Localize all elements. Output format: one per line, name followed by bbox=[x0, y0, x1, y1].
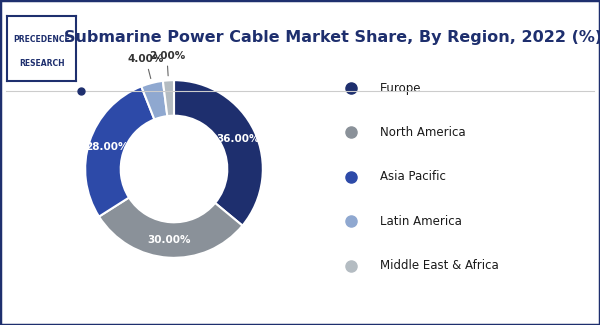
Text: Asia Pacific: Asia Pacific bbox=[380, 170, 446, 183]
Text: RESEARCH: RESEARCH bbox=[19, 58, 65, 68]
Wedge shape bbox=[163, 80, 174, 116]
Text: Submarine Power Cable Market Share, By Region, 2022 (%): Submarine Power Cable Market Share, By R… bbox=[64, 30, 600, 45]
Text: North America: North America bbox=[380, 126, 466, 139]
Wedge shape bbox=[99, 198, 242, 258]
Text: 2.00%: 2.00% bbox=[149, 50, 185, 76]
Text: 4.00%: 4.00% bbox=[128, 54, 164, 79]
Text: Latin America: Latin America bbox=[380, 214, 462, 227]
Wedge shape bbox=[141, 81, 167, 120]
Text: PRECEDENCE: PRECEDENCE bbox=[13, 34, 70, 44]
Text: Middle East & Africa: Middle East & Africa bbox=[380, 259, 499, 272]
Wedge shape bbox=[174, 80, 263, 226]
Text: 28.00%: 28.00% bbox=[85, 142, 128, 152]
Wedge shape bbox=[85, 86, 154, 216]
Text: Europe: Europe bbox=[380, 82, 421, 95]
Text: 36.00%: 36.00% bbox=[217, 134, 260, 144]
Text: 30.00%: 30.00% bbox=[148, 235, 191, 245]
